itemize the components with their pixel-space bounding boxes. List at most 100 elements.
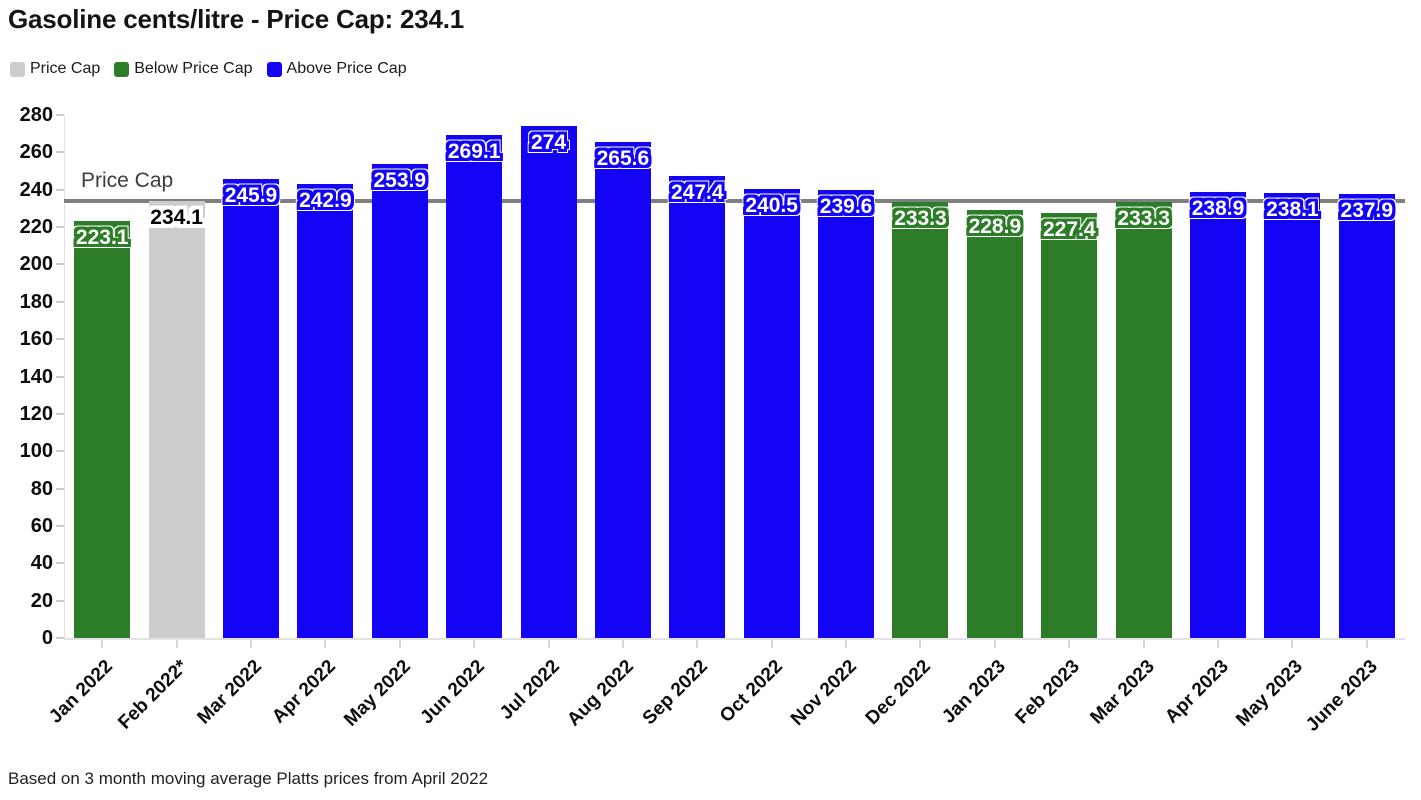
bar-value-label: 234.1: [150, 205, 203, 229]
x-axis-tick: [993, 640, 996, 648]
legend-label: Above Price Cap: [286, 60, 407, 77]
y-axis-tick: [56, 338, 64, 341]
y-axis-tick-label: 220: [19, 216, 53, 239]
bar-value-label: 227.4: [1042, 218, 1096, 242]
y-axis-tick: [56, 151, 64, 154]
y-axis-tick: [56, 188, 64, 191]
y-axis-tick-label: 280: [19, 104, 53, 126]
bar-feb-2022[interactable]: [148, 200, 205, 638]
y-axis-tick: [56, 226, 64, 229]
bar-value-label: 239.6: [819, 195, 873, 219]
legend-label: Price Cap: [30, 60, 101, 77]
below-price-cap-swatch-icon: [114, 61, 130, 77]
y-axis-line: [64, 115, 65, 639]
y-axis-tick: [56, 300, 64, 303]
x-axis-line: [64, 638, 1405, 640]
y-axis-tick: [56, 487, 64, 490]
bar-value-label: 233.3: [1117, 207, 1170, 231]
y-axis-tick: [56, 263, 64, 266]
bar-value-label: 253.9: [373, 168, 427, 192]
y-axis-tick-label: 200: [19, 253, 53, 276]
bar-value-label: 238.1: [1266, 198, 1319, 222]
y-axis-tick-label: 260: [19, 141, 53, 164]
above-price-cap-swatch-icon: [266, 61, 282, 77]
bar-may-2023[interactable]: [1264, 193, 1321, 638]
x-axis-tick: [770, 640, 773, 648]
legend-item-below-price-cap[interactable]: Below Price Cap: [114, 60, 253, 78]
x-axis-tick: [473, 640, 476, 648]
y-axis-tick-label: 80: [30, 477, 53, 500]
x-axis-tick: [1291, 640, 1294, 648]
y-axis-tick-label: 160: [19, 328, 53, 351]
bar-apr-2023[interactable]: [1190, 191, 1247, 638]
bar-value-label: 274: [530, 131, 567, 155]
x-axis-tick: [398, 640, 401, 648]
bar-may-2022[interactable]: [371, 163, 428, 638]
y-axis-tick-label: 180: [19, 290, 53, 313]
bar-value-label: 223.1: [75, 226, 129, 250]
y-axis-tick-label: 20: [30, 589, 53, 612]
x-axis-tick: [1365, 640, 1368, 648]
bar-dec-2022[interactable]: [892, 202, 949, 638]
y-axis-tick-label: 0: [41, 627, 53, 649]
bar-oct-2022[interactable]: [743, 188, 800, 638]
bar-value-label: 269.1: [447, 140, 501, 164]
bar-value-label: 238.9: [1191, 196, 1245, 220]
footer-note: Based on 3 month moving average Platts p…: [8, 769, 489, 788]
bar-nov-2022[interactable]: [818, 190, 875, 638]
x-axis-tick: [1068, 640, 1071, 648]
y-axis-tick: [56, 524, 64, 527]
y-axis-tick-label: 240: [19, 178, 53, 201]
bar-aug-2022[interactable]: [594, 141, 651, 638]
x-axis-tick: [1217, 640, 1220, 648]
bar-apr-2022[interactable]: [297, 184, 354, 638]
y-axis-tick-label: 140: [19, 365, 53, 388]
bar-value-label: 228.9: [968, 215, 1022, 239]
legend: Price Cap Below Price Cap Above Price Ca…: [10, 60, 407, 78]
bar-value-label: 233.3: [894, 207, 947, 231]
x-axis-tick: [621, 640, 624, 648]
x-axis-tick: [249, 640, 252, 648]
bar-jul-2022[interactable]: [520, 126, 577, 638]
bar-jan-2022[interactable]: [74, 221, 131, 638]
price-cap-line: [64, 198, 1405, 203]
bar-jan-2023[interactable]: [966, 210, 1023, 638]
bar-sep-2022[interactable]: [669, 175, 726, 638]
y-axis-tick-label: 60: [30, 514, 53, 537]
legend-item-above-price-cap[interactable]: Above Price Cap: [266, 60, 407, 78]
x-axis-tick: [547, 640, 550, 648]
chart-title: Gasoline cents/litre - Price Cap: 234.1: [8, 4, 465, 34]
bar-jun-2022[interactable]: [446, 135, 503, 638]
bar-mar-2022[interactable]: [222, 178, 279, 638]
bar-feb-2023[interactable]: [1041, 213, 1098, 638]
bar-june-2023[interactable]: [1338, 193, 1395, 638]
x-axis-tick: [919, 640, 922, 648]
bar-mar-2023[interactable]: [1115, 202, 1172, 638]
bar-value-label: 237.9: [1340, 198, 1394, 222]
x-axis-tick: [101, 640, 104, 648]
y-axis-tick-label: 120: [19, 402, 53, 425]
x-axis-tick: [696, 640, 699, 648]
legend-item-price-cap[interactable]: Price Cap: [10, 60, 100, 78]
bar-value-label: 245.9: [224, 183, 278, 207]
bar-value-label: 265.6: [596, 146, 650, 170]
y-axis-tick: [56, 412, 64, 415]
price-cap-annotation: Price Cap: [81, 169, 174, 192]
x-axis-tick: [845, 640, 848, 648]
y-axis-tick: [56, 562, 64, 565]
y-axis-tick: [56, 599, 64, 602]
x-axis-tick: [1142, 640, 1145, 648]
bar-value-label: 240.5: [745, 193, 798, 217]
y-axis-tick-label: 100: [19, 440, 53, 463]
price-cap-swatch-icon: [10, 61, 25, 77]
bar-value-label: 242.9: [299, 189, 352, 213]
x-axis-tick: [324, 640, 327, 648]
y-axis-tick: [56, 114, 64, 116]
legend-label: Below Price Cap: [134, 60, 253, 77]
y-axis-tick: [56, 637, 64, 639]
y-axis-tick-label: 40: [30, 552, 53, 575]
y-axis-tick: [56, 450, 64, 453]
y-axis-tick: [56, 375, 64, 378]
